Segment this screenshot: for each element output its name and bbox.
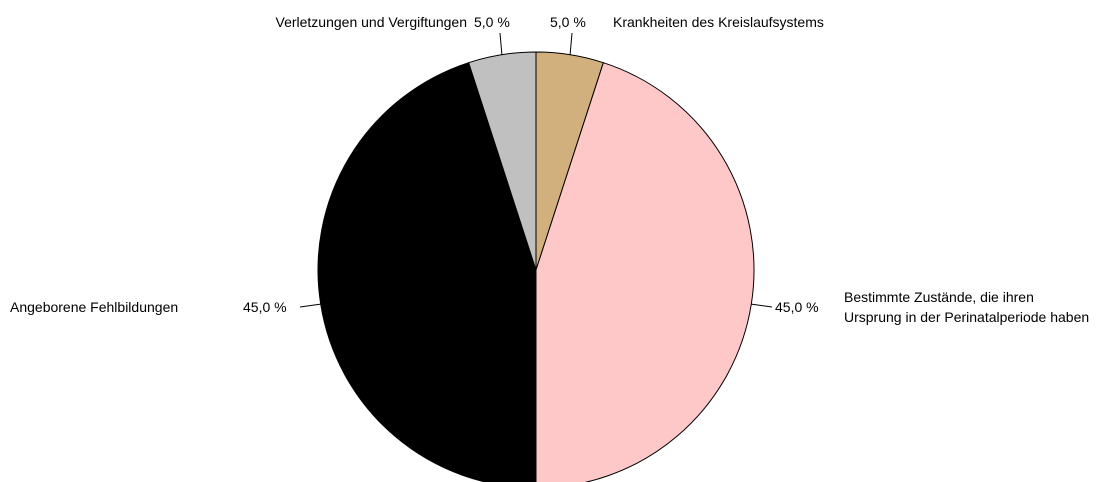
leader-line: [299, 303, 321, 308]
value-label: 5,0 %: [474, 14, 510, 30]
category-label: Bestimmte Zustände, die ihren Ursprung i…: [844, 289, 1090, 325]
pie-slice: [317, 62, 537, 482]
value-label: 45,0 %: [243, 299, 287, 315]
category-label: Angeborene Fehlbildungen: [10, 299, 179, 315]
category-label: Verletzungen und Vergiftungen: [275, 14, 468, 30]
leader-line: [569, 32, 573, 55]
value-label: 45,0 %: [775, 299, 819, 315]
value-label: 5,0 %: [550, 14, 586, 30]
leader-line: [751, 303, 773, 308]
pie-slice: [535, 62, 755, 482]
category-label: Krankheiten des Kreislaufsystems: [613, 14, 824, 30]
leader-line: [499, 32, 503, 55]
